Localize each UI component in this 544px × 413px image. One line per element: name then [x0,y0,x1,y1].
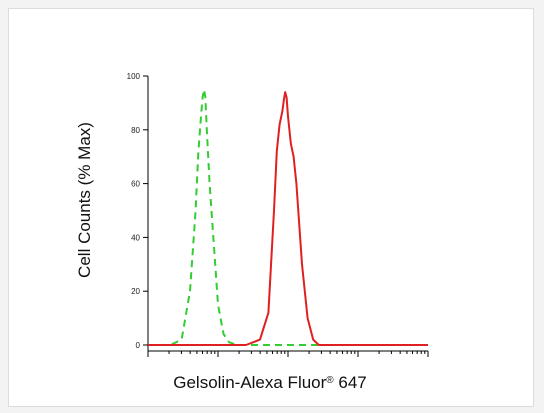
y-tick-label: 80 [131,126,140,135]
y-axis-title: Cell Counts (% Max) [75,122,94,278]
series-solid-line [148,91,428,346]
x-axis-title-main: Gelsolin-Alexa Fluor [173,373,326,392]
x-axis-title-suffix: 647 [334,373,367,392]
y-tick-label: 0 [136,341,141,350]
series-dashed-line [148,88,428,346]
y-tick-label: 60 [131,180,140,189]
chart-panel [8,8,534,407]
series-layer [148,88,428,346]
y-ticks: 0 20 40 60 80 100 [127,72,148,350]
x-axis-title-superscript: ® [326,375,334,386]
y-tick-label: 100 [127,72,141,81]
x-axis-title: Gelsolin-Alexa Fluor® 647 [173,373,367,392]
y-tick-label: 40 [131,233,140,242]
x-ticks [147,351,429,357]
y-tick-label: 20 [131,287,140,296]
plot-area: 0 20 40 60 80 100 [127,72,429,357]
